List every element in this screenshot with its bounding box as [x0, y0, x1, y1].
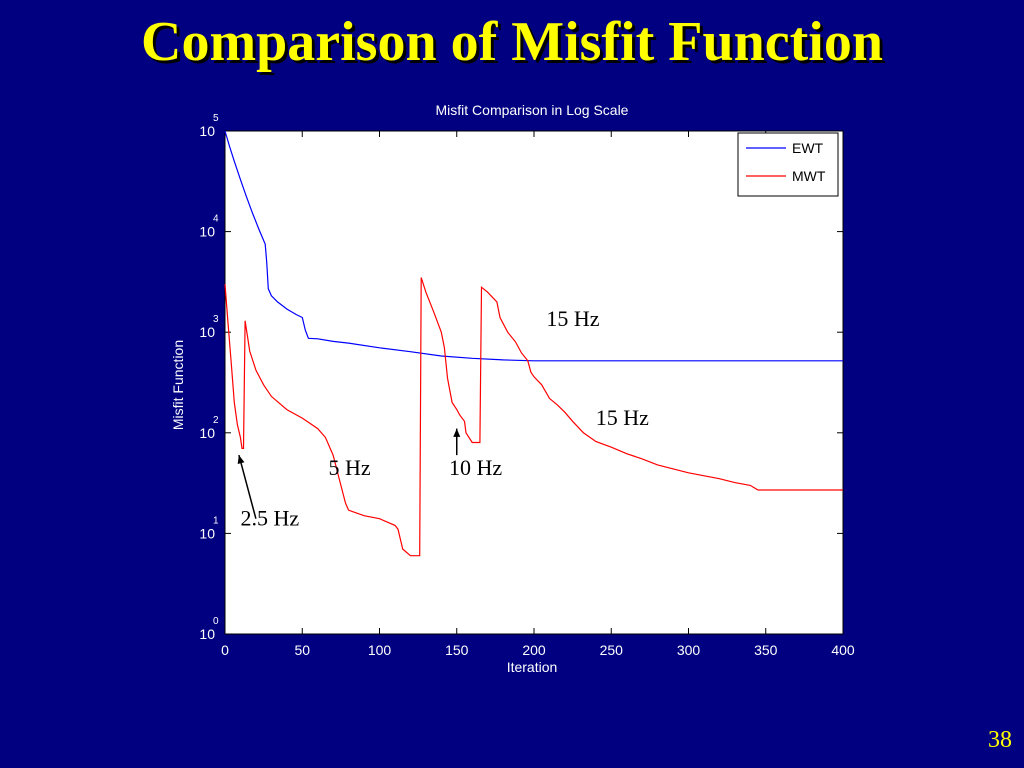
- y-tick-label-base: 10: [199, 425, 215, 441]
- series-lines: [224, 130, 843, 557]
- legend-label-ewt: EWT: [792, 140, 824, 156]
- annotation-label: 2.5 Hz: [240, 505, 299, 530]
- annotations: 15 Hz 15 Hz 5 Hz 10 Hz 2.5 Hz: [237, 306, 649, 530]
- y-tick-label-exponent: 1: [213, 515, 219, 526]
- annotation-arrow-head: [453, 428, 461, 437]
- annotation-label: 15 Hz: [546, 306, 599, 331]
- x-tick-label: 50: [294, 642, 310, 658]
- x-tick-label: 250: [600, 642, 624, 658]
- series-line-mwt: [224, 277, 843, 557]
- y-tick-label-base: 10: [199, 224, 215, 240]
- legend-box: [737, 132, 839, 197]
- legend-label-mwt: MWT: [792, 168, 826, 184]
- x-tick-label: 200: [522, 642, 546, 658]
- y-tick-label-base: 10: [199, 525, 215, 541]
- plot-area: [224, 130, 844, 635]
- x-tick-label: 300: [677, 642, 701, 658]
- y-tick-label-exponent: 0: [213, 616, 219, 627]
- y-tick-label-base: 10: [199, 123, 215, 139]
- x-axis-ticks: 0 50 100 150 200 250 300 350 400: [221, 131, 855, 658]
- chart-title: Misfit Comparison in Log Scale: [436, 102, 629, 118]
- annotation-arrow-shaft: [238, 454, 257, 519]
- x-axis-label: Iteration: [507, 659, 558, 675]
- y-tick-label-exponent: 3: [213, 314, 219, 325]
- page-number: 38: [988, 727, 1012, 753]
- x-tick-label: 400: [831, 642, 855, 658]
- y-tick-label-base: 10: [199, 324, 215, 340]
- series-line-ewt: [224, 130, 843, 362]
- slide-title: Comparison of Misfit Function: [141, 11, 883, 73]
- x-tick-label: 0: [221, 642, 229, 658]
- annotation-arrow-head: [237, 455, 245, 465]
- y-tick-label-base: 10: [199, 626, 215, 642]
- legend: EWT MWT: [737, 132, 839, 197]
- x-tick-label: 100: [368, 642, 392, 658]
- y-axis-label: Misfit Function: [170, 340, 186, 430]
- y-tick-label-exponent: 5: [213, 113, 219, 124]
- y-tick-label-exponent: 4: [213, 214, 219, 225]
- x-tick-label: 150: [445, 642, 469, 658]
- y-tick-label-exponent: 2: [213, 415, 219, 426]
- x-tick-label: 350: [754, 642, 778, 658]
- annotation-label: 10 Hz: [449, 455, 502, 480]
- annotation-label: 5 Hz: [329, 455, 371, 480]
- annotation-label: 15 Hz: [596, 405, 649, 430]
